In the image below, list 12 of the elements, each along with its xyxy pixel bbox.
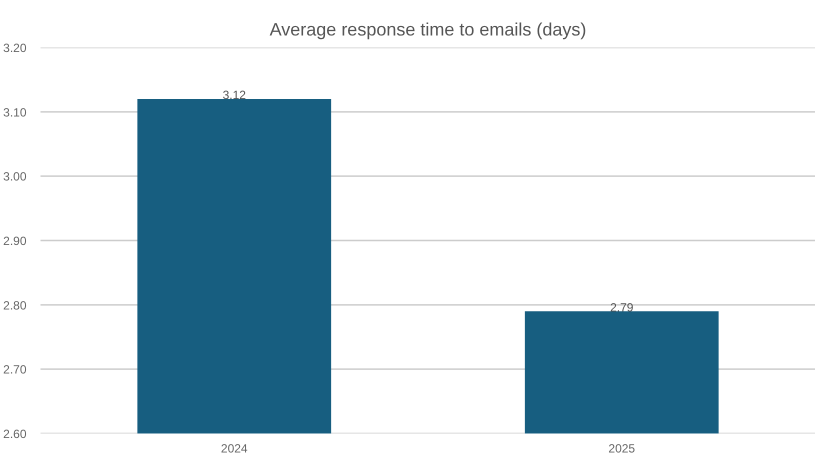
x-tick-label: 2024: [220, 442, 248, 455]
data-label: 2.79: [610, 300, 634, 314]
y-tick-label: 2.90: [3, 234, 27, 248]
y-tick-label: 3.20: [3, 41, 27, 55]
y-tick-label: 2.80: [3, 298, 27, 312]
x-tick-label: 2025: [608, 442, 636, 455]
y-tick-label: 2.60: [3, 427, 27, 441]
chart-title: Average response time to emails (days): [270, 20, 586, 40]
data-label: 3.12: [222, 88, 246, 102]
y-tick-label: 3.00: [3, 170, 27, 184]
y-tick-label: 2.70: [3, 362, 27, 377]
y-tick-label: 3.10: [3, 105, 27, 120]
